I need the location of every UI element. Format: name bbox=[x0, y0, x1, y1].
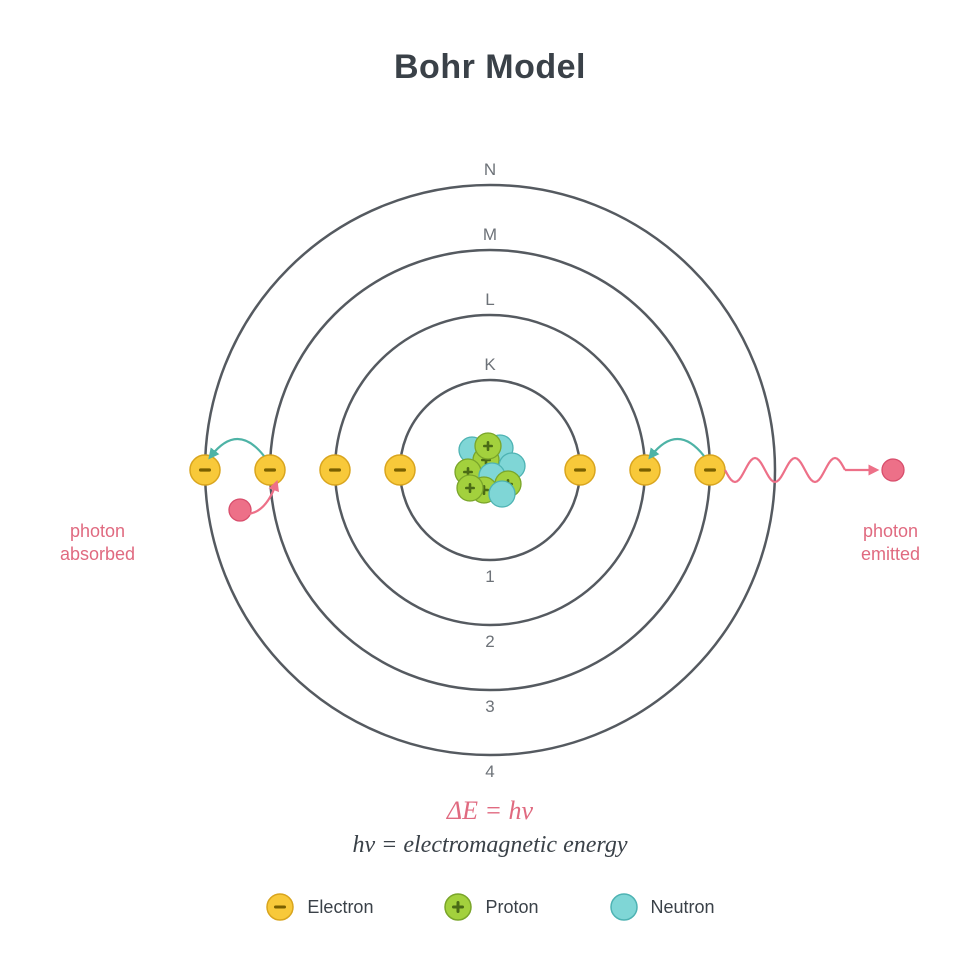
svg-text:4: 4 bbox=[485, 762, 494, 781]
legend-neutron: Neutron bbox=[609, 892, 715, 922]
svg-text:2: 2 bbox=[485, 632, 494, 651]
svg-text:M: M bbox=[483, 225, 497, 244]
neutron-icon bbox=[609, 892, 639, 922]
legend-proton: Proton bbox=[443, 892, 538, 922]
legend-proton-label: Proton bbox=[485, 897, 538, 918]
legend-neutron-label: Neutron bbox=[651, 897, 715, 918]
legend-electron-label: Electron bbox=[307, 897, 373, 918]
equation-hv-definition: hv = electromagnetic energy bbox=[0, 832, 980, 859]
svg-text:3: 3 bbox=[485, 697, 494, 716]
legend: Electron Proton Neutron bbox=[0, 892, 980, 922]
svg-text:1: 1 bbox=[485, 567, 494, 586]
electron-icon bbox=[265, 892, 295, 922]
label-photon-emitted: photon emitted bbox=[861, 520, 920, 565]
legend-electron: Electron bbox=[265, 892, 373, 922]
svg-text:L: L bbox=[485, 290, 494, 309]
equation-energy: ΔE = hv bbox=[0, 796, 980, 826]
label-photon-absorbed: photon absorbed bbox=[60, 520, 135, 565]
svg-text:N: N bbox=[484, 160, 496, 179]
svg-text:K: K bbox=[484, 355, 496, 374]
proton-icon bbox=[443, 892, 473, 922]
